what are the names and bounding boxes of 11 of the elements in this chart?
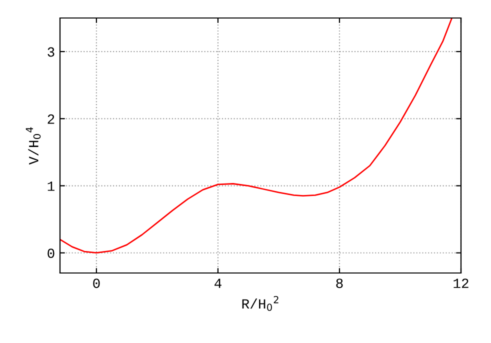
y-tick-label: 1 [48,182,54,191]
x-tick-label: 12 [454,278,468,288]
y-axis-title: V/H$_{0}$$^{4}$ [26,127,41,165]
x-axis-title: R/H$_{0}$$^{2}$ [242,296,278,311]
line-series [60,18,453,254]
x-tick-label: 4 [214,278,222,288]
x-tick-label: 8 [336,278,343,288]
y-tick-label: 0 [48,248,54,258]
x-tick-label: 0 [93,278,100,288]
y-tick-label: 3 [48,47,54,57]
y-tick-label: 2 [48,114,54,124]
